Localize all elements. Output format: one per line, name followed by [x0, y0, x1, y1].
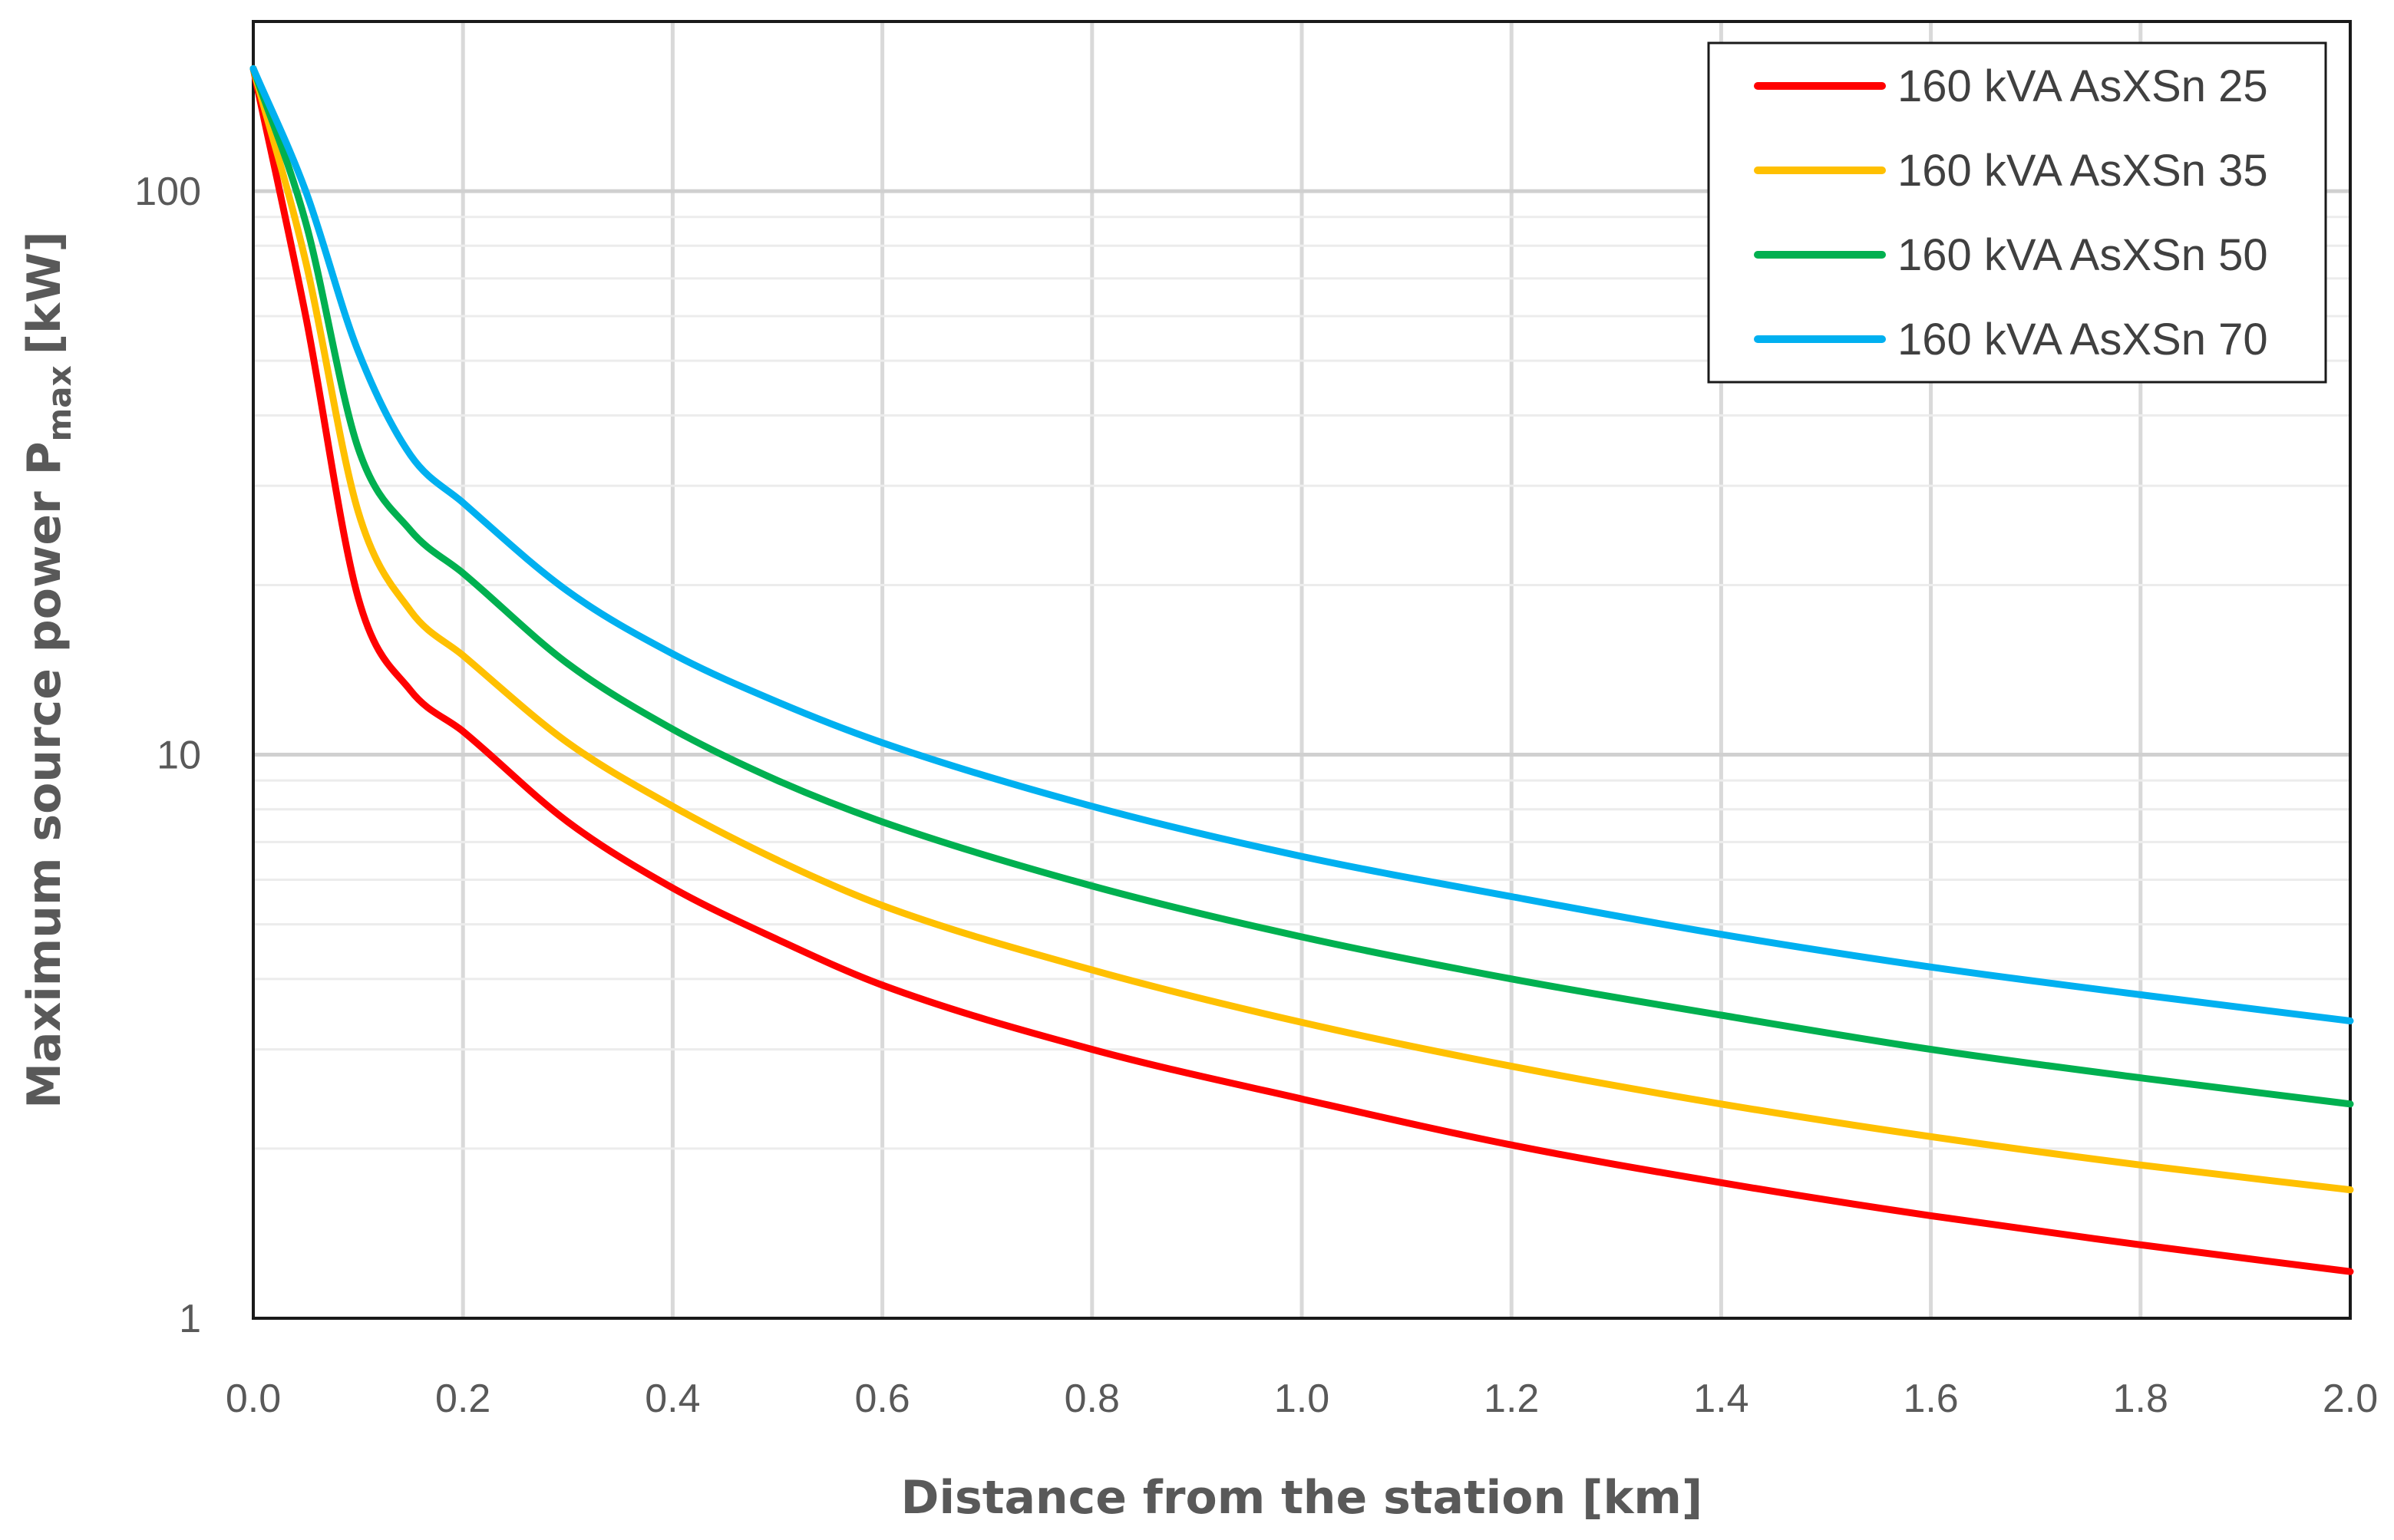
- series-line-1: [249, 64, 2354, 1275]
- x-axis-title: Distance from the station [km]: [901, 1471, 1703, 1525]
- y-axis-title-unit: [kW]: [18, 231, 71, 354]
- x-tick-label: 1.4: [1693, 1377, 1748, 1421]
- y-tick-label: 100: [134, 170, 201, 214]
- y-tick-labels: 1 10 100: [134, 170, 201, 1341]
- x-tick-label: 0.0: [226, 1377, 281, 1421]
- legend-box: [1707, 41, 2327, 384]
- x-tick-label: 2.0: [2323, 1377, 2378, 1421]
- x-tick-label: 1.6: [1903, 1377, 1958, 1421]
- series-line-3: [249, 64, 2354, 1108]
- legend: 160 kVA AsXSn 25 160 kVA AsXSn 35 160 kVA …: [1707, 41, 2327, 384]
- y-tick-label: 10: [157, 734, 201, 778]
- plot-area: [252, 20, 2352, 1320]
- y-axis-title-subscript: max: [41, 365, 78, 441]
- x-tick-label: 0.2: [435, 1377, 490, 1421]
- series-line-4: [249, 64, 2354, 1024]
- x-tick-label: 1.8: [2113, 1377, 2168, 1421]
- y-axis-title: Maximum source power Pmax [kW]: [18, 231, 78, 1108]
- x-tick-label: 1.2: [1484, 1377, 1539, 1421]
- x-tick-label: 0.6: [854, 1377, 910, 1421]
- series-lines: [249, 64, 2354, 1275]
- y-axis-title-main: Maximum source power P: [18, 441, 71, 1108]
- x-tick-label: 1.0: [1274, 1377, 1329, 1421]
- x-tick-labels: 0.0 0.2 0.4 0.6 0.8 1.0 1.2 1.4 1.6 1.8 2.0: [226, 1377, 2378, 1421]
- x-tick-label: 0.4: [645, 1377, 700, 1421]
- legend-label: 160 kVA AsXSn 35: [1897, 146, 2268, 196]
- series-line-2: [249, 64, 2354, 1194]
- legend-label: 160 kVA AsXSn 70: [1897, 315, 2268, 364]
- x-tick-label: 0.8: [1065, 1377, 1120, 1421]
- legend-label: 160 kVA AsXSn 50: [1897, 230, 2268, 280]
- y-tick-label: 1: [179, 1297, 201, 1341]
- legend-label: 160 kVA AsXSn 25: [1897, 61, 2268, 111]
